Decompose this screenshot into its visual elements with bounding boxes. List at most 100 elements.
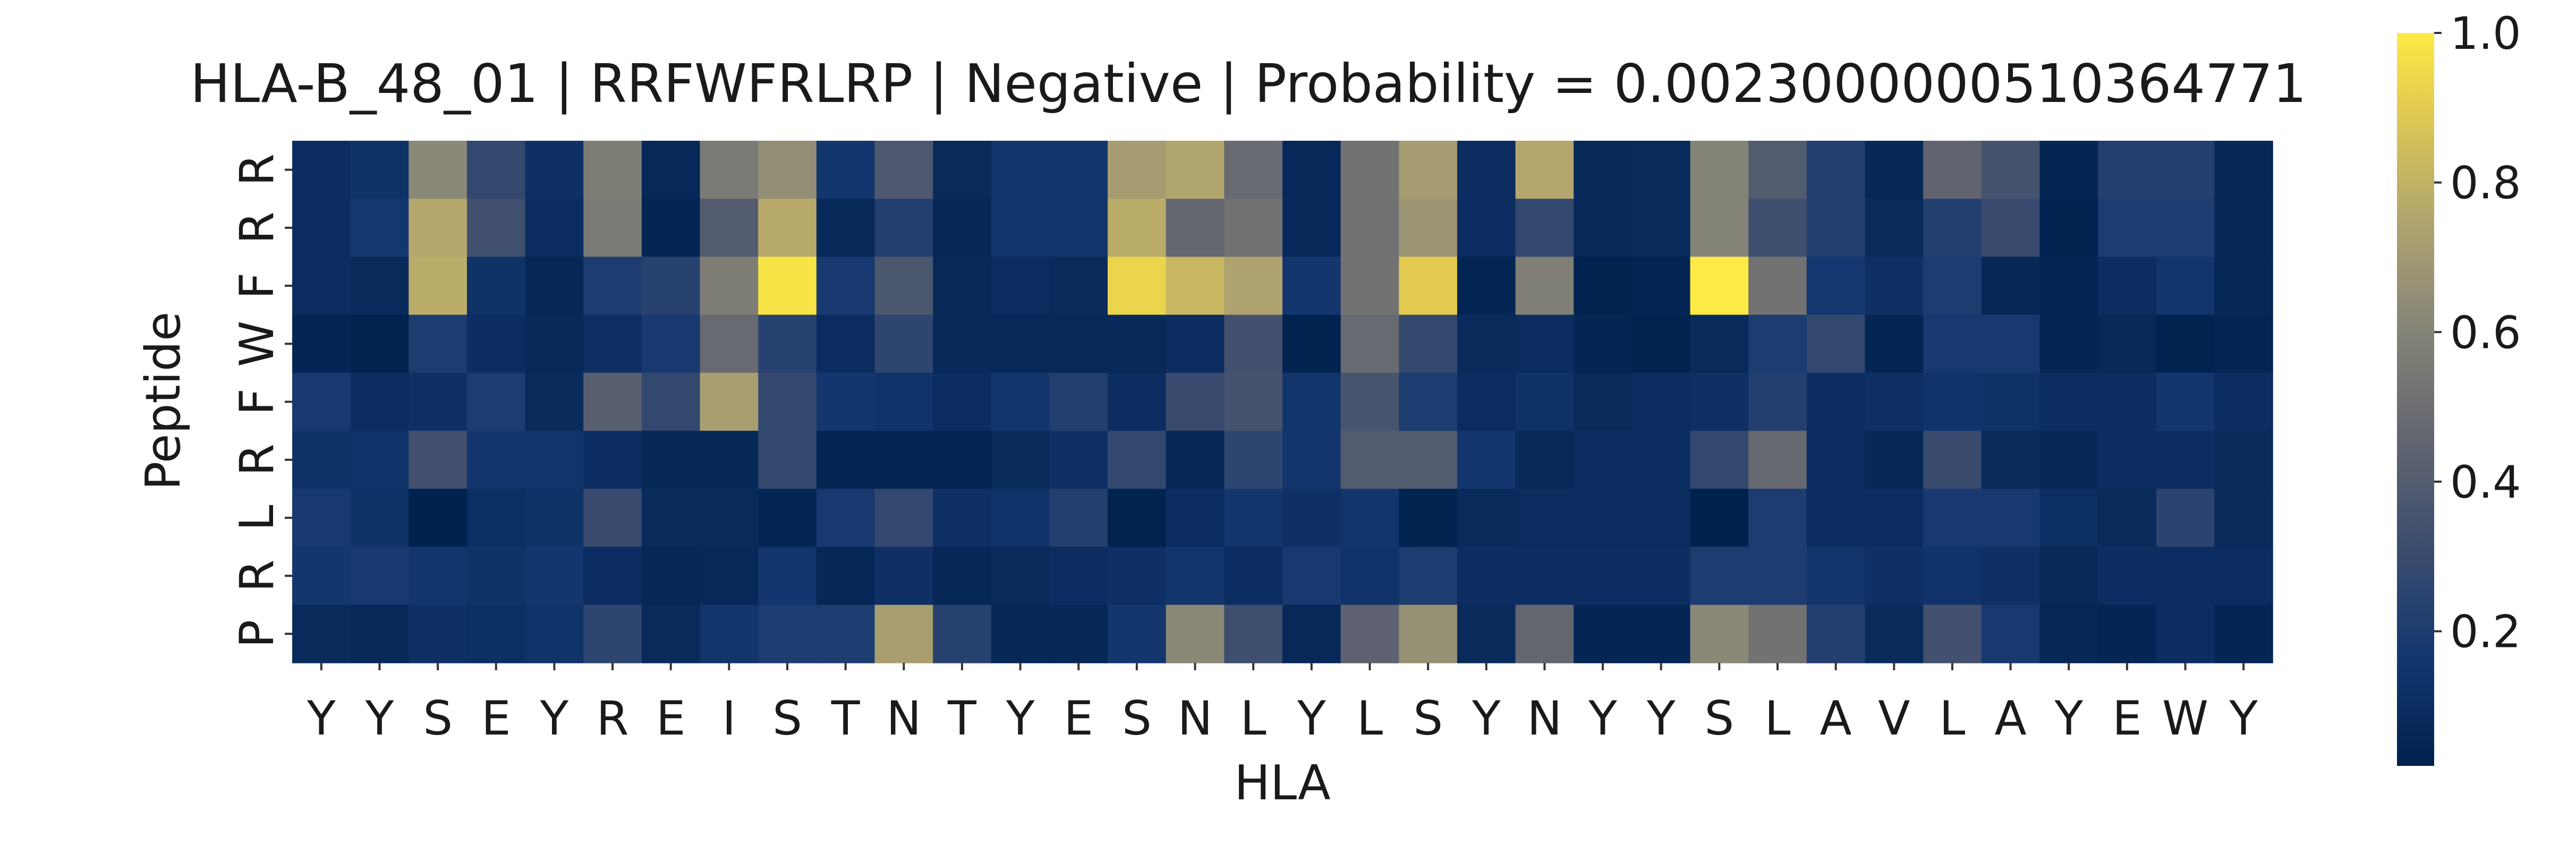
heatmap-cell [409, 431, 467, 490]
heatmap-cell [1049, 547, 1108, 605]
heatmap-cell [1981, 314, 2041, 373]
heatmap-cell [700, 604, 759, 663]
heatmap-cell [641, 141, 701, 200]
x-axis-label: HLA [1234, 755, 1330, 811]
heatmap-cell [2039, 257, 2098, 315]
heatmap-cell [2156, 431, 2215, 490]
heatmap-cell [1865, 141, 1924, 200]
heatmap-cell [2156, 547, 2215, 605]
heatmap-cell [525, 547, 584, 605]
heatmap-cell [758, 604, 817, 663]
heatmap-cell [1574, 604, 1633, 663]
heatmap-cell [1224, 489, 1283, 548]
heatmap-cell [874, 372, 933, 431]
heatmap-cell [1224, 257, 1283, 315]
heatmap-cell [1166, 372, 1225, 431]
heatmap-cell [1282, 314, 1341, 373]
x-tick-label: S [1413, 691, 1443, 746]
heatmap-cell [1340, 431, 1400, 490]
heatmap-cell [1923, 547, 1982, 605]
heatmap-cell [816, 314, 875, 373]
heatmap-cells [292, 141, 2273, 663]
heatmap-cell [700, 431, 759, 490]
heatmap-cell [1981, 489, 2041, 548]
heatmap-cell [292, 199, 351, 258]
heatmap-cell [1515, 372, 1575, 431]
heatmap-cell [1282, 604, 1341, 663]
heatmap-cell [991, 372, 1050, 431]
heatmap-cell [466, 199, 526, 258]
heatmap-cell [292, 489, 351, 548]
heatmap-cell [1515, 547, 1575, 605]
heatmap-cell [292, 431, 351, 490]
heatmap-cell [1340, 604, 1400, 663]
colorbar-tick-label: 0.2 [2450, 606, 2521, 658]
heatmap-cell [1340, 257, 1400, 315]
heatmap-cell [583, 257, 642, 315]
heatmap-cell [1690, 431, 1749, 490]
heatmap-cell [1166, 547, 1225, 605]
y-tick-label: P [229, 620, 284, 648]
heatmap-cell [700, 372, 759, 431]
heatmap-cell [700, 314, 759, 373]
heatmap-cell [816, 547, 875, 605]
heatmap-cell [1806, 141, 1866, 200]
heatmap-cell [1631, 257, 1691, 315]
heatmap-cell [641, 604, 701, 663]
x-tick-label: Y [1646, 691, 1676, 746]
heatmap-cell [1515, 141, 1575, 200]
x-tick-label: A [1820, 691, 1852, 746]
heatmap-cell [1108, 314, 1167, 373]
heatmap-cell [1690, 199, 1749, 258]
x-tick-label: I [722, 691, 736, 746]
heatmap-cell [2214, 257, 2273, 315]
heatmap-cell [583, 489, 642, 548]
heatmap-cell [1748, 604, 1807, 663]
heatmap-cell [350, 314, 410, 373]
x-tick-label: Y [2054, 691, 2083, 746]
heatmap-cell [525, 604, 584, 663]
heatmap-cell [700, 489, 759, 548]
heatmap-cell [409, 141, 467, 200]
heatmap-cell [1923, 489, 1982, 548]
heatmap-cell [1865, 257, 1924, 315]
heatmap-cell [1224, 547, 1283, 605]
heatmap-cell [525, 314, 584, 373]
heatmap-cell [816, 257, 875, 315]
heatmap-cell [758, 199, 817, 258]
heatmap-cell [2214, 489, 2273, 548]
heatmap-cell [2098, 547, 2157, 605]
heatmap-cell [1690, 314, 1749, 373]
heatmap-cell [2039, 141, 2098, 200]
heatmap-cell [1981, 547, 2041, 605]
heatmap-cell [1631, 604, 1691, 663]
heatmap-cell [1340, 314, 1400, 373]
heatmap-cell [2214, 431, 2273, 490]
heatmap-cell [1574, 489, 1633, 548]
heatmap-cell [991, 489, 1050, 548]
heatmap-cell [583, 547, 642, 605]
heatmap-cell [466, 257, 526, 315]
heatmap-cell [1574, 257, 1633, 315]
y-tick-label: R [229, 443, 284, 476]
x-tick-label: A [1994, 691, 2026, 746]
heatmap-cell [758, 489, 817, 548]
x-tick-label: Y [1472, 691, 1501, 746]
heatmap-cell [816, 431, 875, 490]
y-tick-label: L [229, 505, 284, 531]
heatmap-cell [1865, 547, 1924, 605]
heatmap-cell [350, 372, 410, 431]
heatmap-cell [350, 141, 410, 200]
heatmap-cell [1049, 604, 1108, 663]
heatmap-cell [1690, 489, 1749, 548]
heatmap-cell [1981, 431, 2041, 490]
heatmap-cell [641, 547, 701, 605]
heatmap-cell [466, 141, 526, 200]
heatmap-cell [1574, 372, 1633, 431]
x-tick-label: R [596, 691, 628, 746]
heatmap-cell [2214, 372, 2273, 431]
x-tick-label: E [2112, 691, 2142, 746]
heatmap-cell [758, 431, 817, 490]
heatmap-cell [933, 489, 992, 548]
heatmap-cell [466, 547, 526, 605]
